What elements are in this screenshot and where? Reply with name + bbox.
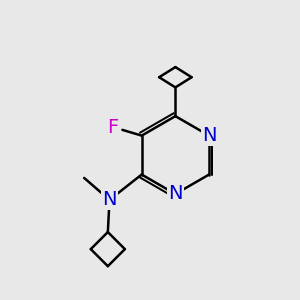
Text: N: N bbox=[102, 190, 117, 209]
Text: F: F bbox=[107, 118, 118, 137]
Text: N: N bbox=[202, 126, 216, 145]
Text: N: N bbox=[168, 184, 183, 203]
